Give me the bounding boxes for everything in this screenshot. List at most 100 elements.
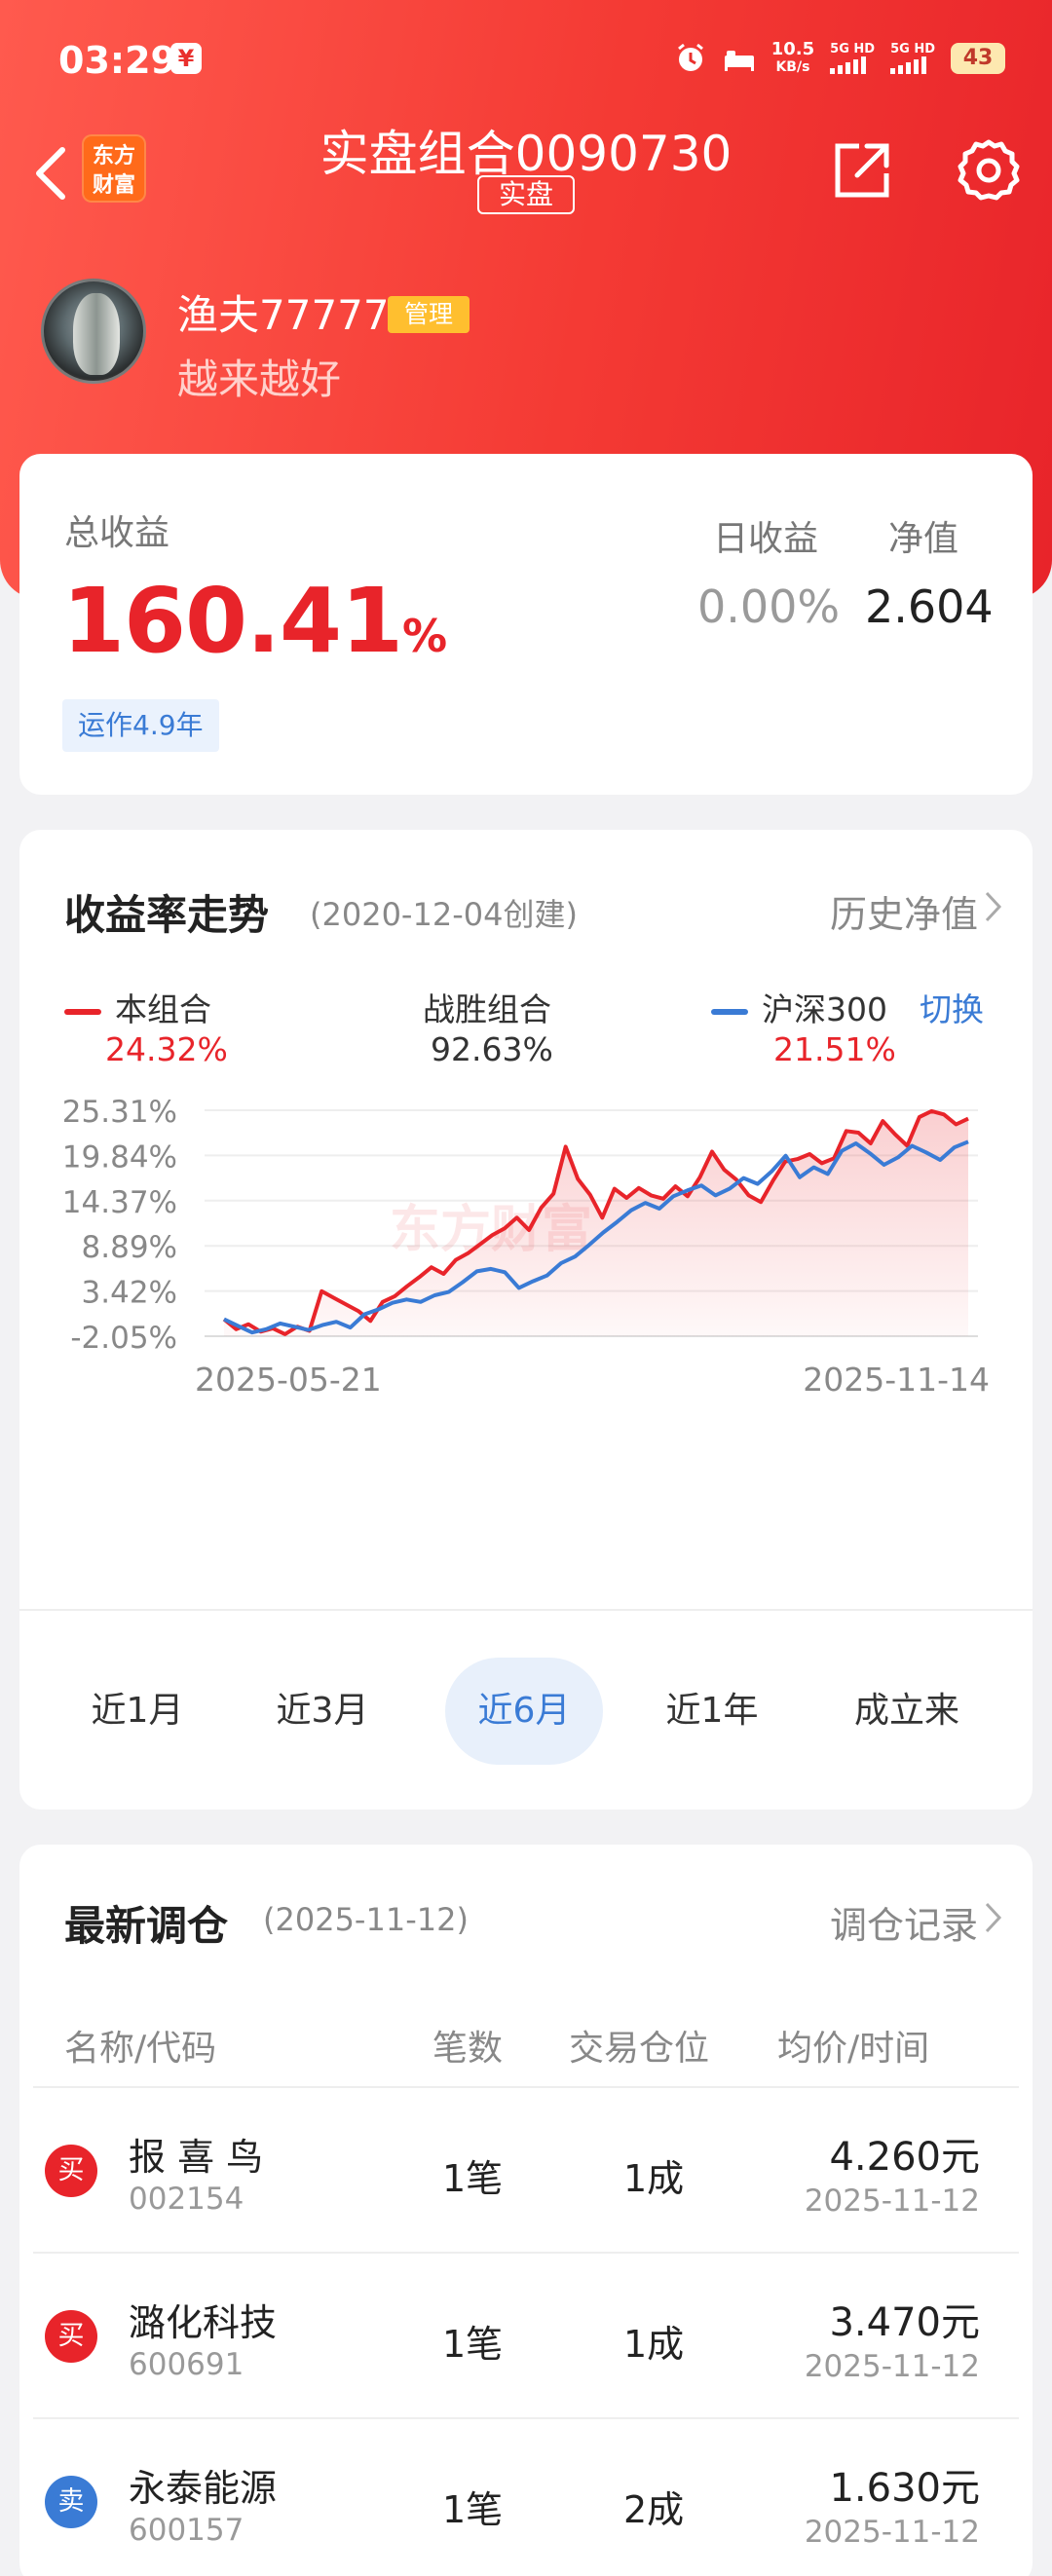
total-return-unit: % [402, 610, 447, 662]
trade-count: 1笔 [442, 2323, 504, 2366]
daily-return-label: 日收益 [713, 519, 819, 559]
legend-beat-label: 战胜组合 [423, 990, 551, 1028]
signal-2: 5G HD [890, 43, 935, 74]
speed-unit: KB/s [775, 59, 810, 75]
rebalance-card: 最新调仓 (2025-11-12) 调仓记录 名称/代码 笔数 交易仓位 均价/… [19, 1845, 1033, 2576]
buy-badge: 买 [45, 2310, 97, 2363]
trade-position: 2成 [623, 2488, 685, 2531]
legend-index[interactable]: 沪深300 [711, 984, 887, 1030]
sleep-mode-icon [724, 51, 754, 71]
trade-count: 1笔 [442, 2157, 504, 2200]
col-header-price: 均价/时间 [777, 2029, 930, 2069]
share-icon[interactable] [830, 138, 894, 203]
speed-value: 10.5 [770, 39, 815, 59]
signal-1-label: 5G HD [830, 42, 876, 56]
total-return-number: 160.41 [62, 569, 403, 673]
signal-2-label: 5G HD [890, 42, 935, 56]
live-tag: 实盘 [477, 175, 575, 214]
stock-name: 永泰能源 [129, 2467, 278, 2510]
table-row[interactable]: 买 报 喜 鸟 002154 1笔 1成 4.260元 2025-11-12 [33, 2086, 1019, 2252]
y-tick-label: -2.05% [70, 1321, 177, 1356]
rebalance-date: (2025-11-12) [263, 1901, 469, 1938]
avg-price: 1.630元 [829, 2466, 980, 2511]
back-arrow-icon[interactable] [27, 144, 76, 203]
summary-card: 总收益 160.41% 运作4.9年 日收益 净值 0.00% 2.604 [19, 454, 1033, 795]
y-tick-label: 19.84% [62, 1139, 177, 1175]
table-row[interactable]: 买 潞化科技 600691 1笔 1成 3.470元 2025-11-12 [33, 2252, 1019, 2417]
col-header-position: 交易仓位 [569, 2029, 710, 2069]
trade-time: 2025-11-12 [804, 2515, 980, 2550]
trade-time: 2025-11-12 [804, 2184, 980, 2219]
portfolio-series-line [222, 1108, 969, 1336]
stock-code: 600157 [129, 2513, 244, 2548]
index-series-line [223, 1139, 969, 1335]
notification-app-icon: ¥ [170, 43, 202, 74]
trade-count: 1笔 [442, 2488, 504, 2531]
table-row[interactable]: 卖 永泰能源 600157 1笔 2成 1.630元 2025-11-12 [33, 2417, 1019, 2576]
logo-line-2: 财富 [92, 173, 135, 198]
range-tab-1m[interactable]: 近1月 [91, 1691, 184, 1731]
total-return-label: 总收益 [64, 513, 170, 553]
avatar-fish-image [73, 293, 120, 375]
nav-label: 净值 [888, 519, 959, 559]
legend-index-value: 21.51% [773, 1030, 896, 1068]
range-tab-6m[interactable]: 近6月 [445, 1658, 603, 1765]
trade-time: 2025-11-12 [804, 2349, 980, 2384]
sell-badge: 卖 [45, 2476, 97, 2528]
rebalance-title: 最新调仓 [64, 1902, 229, 1950]
daily-return-value: 0.00% [697, 580, 841, 633]
trade-position: 1成 [623, 2323, 685, 2366]
user-motto: 越来越好 [177, 355, 342, 403]
avatar[interactable] [41, 279, 146, 384]
role-badge: 管理 [388, 296, 470, 333]
y-tick-label: 8.89% [82, 1230, 177, 1265]
avg-price: 4.260元 [829, 2135, 980, 2180]
chevron-right-icon[interactable] [984, 1901, 1003, 1934]
signal-bars-icon [890, 56, 927, 74]
y-tick-label: 14.37% [62, 1185, 177, 1220]
eastmoney-logo: 东方 财富 [82, 134, 146, 203]
legend-index-label: 沪深300 [762, 990, 887, 1028]
avg-price: 3.470元 [829, 2300, 980, 2345]
col-header-count: 笔数 [432, 2029, 504, 2069]
network-speed: 10.5 KB/s [771, 40, 814, 77]
legend-beat-value: 92.63% [431, 1030, 553, 1068]
page-title: 实盘组合0090730 [319, 126, 733, 182]
divider [19, 1609, 1033, 1611]
settings-gear-icon[interactable] [955, 136, 1023, 205]
legend-portfolio-label: 本组合 [115, 990, 211, 1028]
nav-value: 2.604 [865, 580, 994, 633]
run-time-badge: 运作4.9年 [62, 699, 219, 752]
switch-button[interactable]: 切换 [920, 990, 984, 1028]
signal-1: 5G HD [830, 43, 875, 74]
buy-badge: 买 [45, 2145, 97, 2197]
range-tab-1y[interactable]: 近1年 [665, 1691, 759, 1731]
trend-created-date: (2020-12-04创建) [310, 896, 578, 933]
rebalance-records-link[interactable]: 调仓记录 [829, 1904, 978, 1947]
battery-indicator: 43 [951, 43, 1005, 74]
history-nav-link[interactable]: 历史净值 [829, 893, 978, 936]
col-header-name: 名称/代码 [64, 2029, 217, 2069]
trade-position: 1成 [623, 2157, 685, 2200]
stock-name: 报 喜 鸟 [129, 2136, 264, 2179]
status-time: 03:29 [58, 39, 176, 82]
range-tab-3m[interactable]: 近3月 [276, 1691, 369, 1731]
signal-bars-icon [830, 56, 867, 74]
stock-code: 600691 [129, 2347, 244, 2382]
legend-line-blue [711, 1008, 748, 1015]
status-bar: 03:29 ¥ 10.5 KB/s 5G HD 5G HD 43 [0, 0, 1052, 125]
stock-code: 002154 [129, 2182, 244, 2217]
stock-name: 潞化科技 [129, 2301, 278, 2344]
y-tick-label: 25.31% [62, 1095, 177, 1130]
total-return-value: 160.41% [62, 569, 447, 673]
legend-portfolio[interactable]: 本组合 [64, 984, 211, 1030]
return-trend-chart[interactable]: 25.31%19.84%14.37%8.89%3.42%-2.05% 东方财富 … [19, 1095, 1033, 1465]
trend-card: 收益率走势 (2020-12-04创建) 历史净值 本组合 24.32% 战胜组… [19, 830, 1033, 1810]
logo-line-1: 东方 [92, 144, 135, 168]
x-end-label: 2025-11-14 [803, 1361, 990, 1399]
chevron-right-icon[interactable] [984, 890, 1003, 923]
legend-portfolio-value: 24.32% [105, 1030, 228, 1068]
username[interactable]: 渔夫77777 [177, 291, 390, 339]
y-tick-label: 3.42% [82, 1276, 177, 1311]
range-tab-all[interactable]: 成立来 [853, 1691, 959, 1731]
